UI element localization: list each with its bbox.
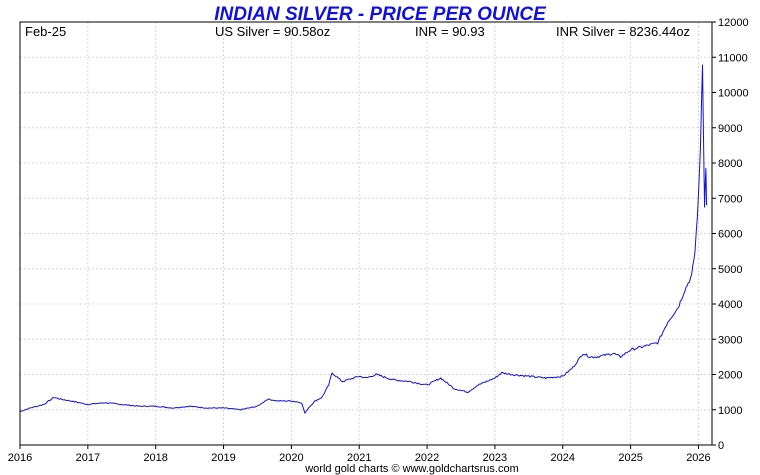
series-line-inr-silver bbox=[19, 64, 708, 414]
x-tick-label: 2016 bbox=[8, 452, 32, 464]
y-tick-label: 9000 bbox=[718, 123, 742, 135]
y-tick-label: 4000 bbox=[718, 299, 742, 311]
grid-lines bbox=[20, 22, 712, 445]
y-tick-label: 8000 bbox=[718, 158, 742, 170]
x-tick-label: 2024 bbox=[551, 452, 575, 464]
y-tick-label: 10000 bbox=[718, 88, 749, 100]
header-date: Feb-25 bbox=[25, 24, 66, 39]
header-us-silver: US Silver = 90.58oz bbox=[215, 24, 330, 39]
x-axis-ticks: 2016 2017 2018 2019 2020 2021 2022 2023 2024 2025… bbox=[8, 445, 711, 464]
y-tick-label: 1000 bbox=[718, 405, 742, 417]
y-tick-label: 6000 bbox=[718, 229, 742, 241]
y-tick-label: 12000 bbox=[718, 17, 749, 29]
x-tick-label: 2025 bbox=[618, 452, 642, 464]
y-tick-label: 11000 bbox=[718, 52, 748, 64]
x-tick-label: 2019 bbox=[211, 452, 235, 464]
y-tick-label: 3000 bbox=[718, 334, 742, 346]
y-tick-label: 0 bbox=[718, 440, 724, 452]
x-tick-label: 2023 bbox=[483, 452, 507, 464]
y-tick-label: 7000 bbox=[718, 193, 742, 205]
chart-title: INDIAN SILVER - PRICE PER OUNCE bbox=[214, 4, 547, 25]
x-tick-label: 2026 bbox=[686, 452, 710, 464]
y-tick-label: 2000 bbox=[718, 370, 742, 382]
x-tick-label: 2018 bbox=[143, 452, 167, 464]
x-tick-label: 2022 bbox=[415, 452, 439, 464]
chart-footer: world gold charts © www.goldchartsrus.co… bbox=[304, 463, 519, 475]
x-tick-label: 2021 bbox=[347, 452, 371, 464]
header-inr-silver: INR Silver = 8236.44oz bbox=[556, 24, 690, 39]
y-axis-ticks: 0 1000 2000 3000 4000 5000 6000 7000 8000 9000 100… bbox=[712, 17, 749, 452]
y-tick-label: 5000 bbox=[718, 264, 742, 276]
header-inr: INR = 90.93 bbox=[415, 24, 485, 39]
x-tick-label: 2020 bbox=[279, 452, 303, 464]
x-tick-label: 2017 bbox=[76, 452, 100, 464]
